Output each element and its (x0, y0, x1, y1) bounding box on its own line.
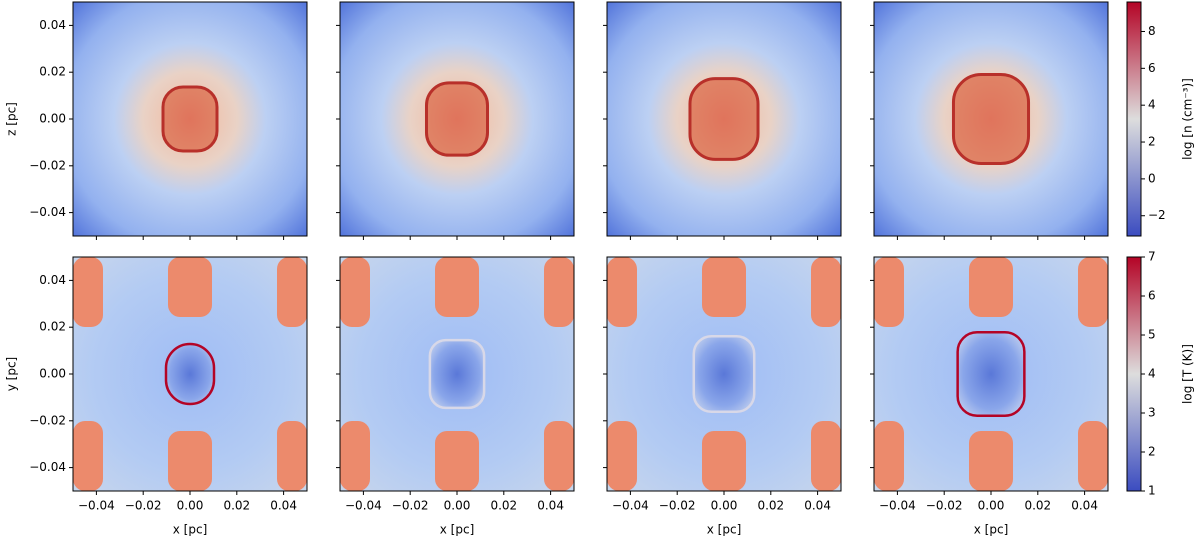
heatmap-panel (607, 2, 841, 236)
y-tick-label: 0.04 (39, 273, 66, 287)
x-tick-label: −0.02 (392, 499, 429, 513)
hot-gas (277, 421, 307, 491)
colorbar-tick-label: 6 (1148, 289, 1156, 303)
dense-core (424, 81, 490, 157)
y-tick-label: −0.02 (29, 413, 66, 427)
x-tick-label: −0.04 (612, 499, 649, 513)
y-tick-label: −0.04 (29, 205, 66, 219)
y-tick-label: −0.04 (29, 460, 66, 474)
hot-gas (969, 257, 1013, 317)
hot-gas (702, 257, 746, 317)
heatmap-panel (874, 257, 1108, 491)
x-tick-label: 0.00 (444, 499, 471, 513)
hot-gas (969, 431, 1013, 491)
colorbar-tick-label: 0 (1148, 171, 1156, 185)
hot-bubble (428, 338, 486, 410)
colorbar-tick-label: 5 (1148, 328, 1156, 342)
x-tick-label: 0.00 (711, 499, 738, 513)
colorbar-label: log [T (K)] (1181, 344, 1195, 404)
hot-gas (1078, 421, 1108, 491)
dense-core (161, 85, 219, 153)
colorbar-tick-label: 3 (1148, 406, 1156, 420)
hot-gas (168, 257, 212, 317)
hot-gas (435, 257, 479, 317)
x-tick-label: 0.02 (490, 499, 517, 513)
x-axis-label: x [pc] (974, 523, 1009, 537)
dense-core (951, 73, 1031, 165)
hot-gas (168, 431, 212, 491)
x-tick-label: −0.04 (879, 499, 916, 513)
hot-gas (73, 421, 103, 491)
x-tick-label: 0.04 (537, 499, 564, 513)
heatmap-panel (73, 2, 307, 236)
hot-gas (607, 257, 637, 327)
hot-gas (811, 257, 841, 327)
heatmap-panel (340, 257, 574, 491)
colorbar-tick-label: 4 (1148, 367, 1156, 381)
hot-bubble (164, 342, 216, 406)
hot-gas (607, 421, 637, 491)
colorbar (1126, 1, 1142, 237)
y-tick-label: 0.00 (39, 112, 66, 126)
heatmap-panel (340, 2, 574, 236)
hot-gas (544, 257, 574, 327)
colorbar (1126, 256, 1142, 492)
y-tick-label: 0.00 (39, 367, 66, 381)
y-tick-label: 0.02 (39, 320, 66, 334)
y-axis-label: y [pc] (5, 357, 19, 392)
y-tick-label: 0.04 (39, 18, 66, 32)
heatmap-panel (874, 2, 1108, 236)
x-tick-label: 0.02 (1024, 499, 1051, 513)
y-tick-label: −0.02 (29, 158, 66, 172)
hot-gas (435, 431, 479, 491)
x-tick-label: 0.04 (270, 499, 297, 513)
x-axis-label: x [pc] (173, 523, 208, 537)
hot-gas (340, 257, 370, 327)
x-tick-label: 0.02 (757, 499, 784, 513)
y-tick-label: 0.02 (39, 65, 66, 79)
hot-bubble (692, 334, 756, 414)
colorbar-tick-label: −2 (1148, 208, 1166, 222)
hot-gas (811, 421, 841, 491)
x-tick-label: −0.02 (926, 499, 963, 513)
heatmap-panel (607, 257, 841, 491)
x-tick-label: −0.02 (125, 499, 162, 513)
colorbar-tick-label: 2 (1148, 445, 1156, 459)
hot-gas (702, 431, 746, 491)
heatmap-panel (73, 257, 307, 491)
hot-gas (73, 257, 103, 327)
hot-gas (874, 421, 904, 491)
x-axis-label: x [pc] (707, 523, 742, 537)
x-tick-label: −0.02 (659, 499, 696, 513)
colorbar-tick-label: 1 (1148, 484, 1156, 498)
hot-gas (874, 257, 904, 327)
x-tick-label: −0.04 (78, 499, 115, 513)
x-tick-label: −0.04 (345, 499, 382, 513)
colorbar-label: log [n (cm⁻³)] (1181, 78, 1195, 160)
hot-bubble (956, 331, 1026, 417)
colorbar-tick-label: 6 (1148, 61, 1156, 75)
x-tick-label: 0.02 (223, 499, 250, 513)
colorbar-tick-label: 4 (1148, 98, 1156, 112)
hot-gas (544, 421, 574, 491)
hot-gas (277, 257, 307, 327)
x-tick-label: 0.00 (978, 499, 1005, 513)
y-axis-label: z [pc] (5, 102, 19, 136)
colorbar-tick-label: 8 (1148, 24, 1156, 38)
x-tick-label: 0.04 (1071, 499, 1098, 513)
colorbar-tick-label: 7 (1148, 250, 1156, 264)
hot-gas (340, 421, 370, 491)
x-tick-label: 0.04 (804, 499, 831, 513)
x-tick-label: 0.00 (177, 499, 204, 513)
hot-gas (1078, 257, 1108, 327)
colorbar-tick-label: 2 (1148, 135, 1156, 149)
dense-core (688, 77, 760, 161)
x-axis-label: x [pc] (440, 523, 475, 537)
